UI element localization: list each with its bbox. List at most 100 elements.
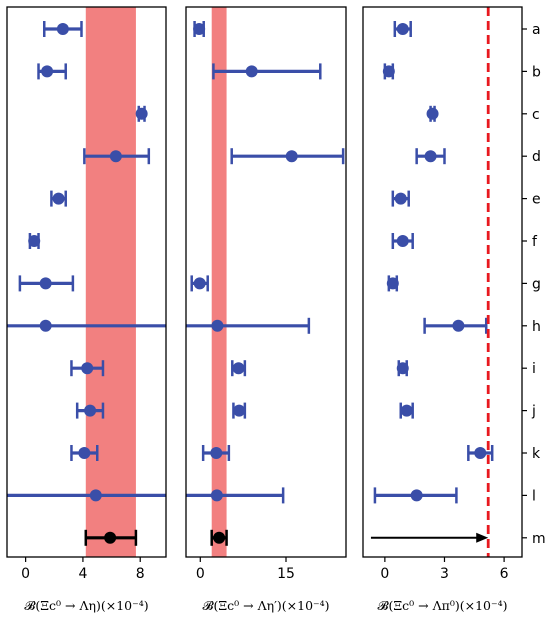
row-label-g: g — [532, 276, 541, 292]
point-marker — [396, 235, 409, 247]
combined-band — [85, 7, 136, 557]
point-marker — [213, 531, 226, 544]
x-tick-label: 8 — [136, 566, 145, 582]
panel-2: 0 15 𝓑(Ξc⁰ → Λη′)(×10⁻⁴) — [185, 6, 347, 613]
point-marker — [104, 531, 117, 544]
point-marker — [56, 23, 69, 35]
row-label-b: b — [532, 64, 541, 80]
point-marker — [39, 277, 52, 290]
point-c — [426, 105, 439, 122]
x-tick-label: 3 — [440, 566, 449, 582]
point-e — [50, 190, 67, 207]
row-label-c: c — [532, 107, 540, 123]
point-marker — [474, 447, 487, 459]
row-label-l: l — [532, 488, 536, 504]
x-tick-label: 0 — [21, 566, 30, 582]
point-g — [18, 275, 75, 292]
point-m — [84, 529, 138, 546]
point-marker — [400, 404, 413, 417]
point-d — [230, 148, 345, 165]
point-marker — [210, 489, 223, 502]
point-i — [396, 360, 409, 377]
plot-area — [363, 7, 522, 557]
row-label-m: m — [532, 531, 546, 547]
panel-3: 0 3 6 𝓑(Ξc⁰ → Λπ⁰)(×10⁻⁴) — [362, 6, 523, 613]
point-d — [415, 148, 446, 165]
plot-area — [186, 7, 346, 557]
point-marker — [245, 65, 258, 78]
point-f — [28, 233, 41, 249]
point-c — [135, 105, 148, 122]
point-b — [212, 63, 322, 80]
point-k — [467, 445, 494, 461]
point-f — [391, 233, 414, 249]
point-i — [231, 360, 247, 377]
point-marker — [233, 404, 246, 417]
point-k — [201, 445, 231, 461]
point-marker — [39, 319, 52, 332]
point-marker — [193, 277, 206, 290]
point-i — [70, 360, 105, 377]
row-label-f: f — [532, 234, 538, 250]
x-tick-label: 6 — [500, 566, 509, 582]
row-label-a: a — [532, 22, 541, 38]
point-marker — [89, 489, 102, 502]
point-j — [399, 402, 414, 419]
point-e — [391, 190, 410, 207]
point-marker — [232, 362, 245, 375]
point-marker — [452, 319, 465, 332]
x-tick-label: 0 — [380, 566, 389, 582]
point-marker — [193, 23, 206, 35]
point-l — [186, 487, 285, 504]
point-a — [393, 21, 412, 37]
upper-limit-arrow — [370, 532, 489, 543]
point-marker — [396, 23, 409, 35]
x-tick-label: 15 — [277, 566, 295, 582]
x-tick-label: 4 — [78, 566, 87, 582]
point-marker — [109, 150, 122, 163]
point-b — [37, 63, 67, 80]
point-h — [423, 317, 488, 334]
point-marker — [210, 447, 223, 459]
point-j — [75, 402, 105, 419]
point-a — [42, 21, 83, 37]
plot-frame — [362, 6, 523, 558]
point-marker — [410, 489, 423, 502]
point-j — [232, 402, 247, 419]
point-marker — [41, 65, 54, 78]
plot-frame — [6, 6, 167, 558]
point-marker — [394, 192, 407, 205]
point-marker — [424, 150, 437, 163]
point-h — [7, 319, 166, 332]
row-label-i: i — [532, 361, 536, 377]
panels: 0 4 8 𝓑(Ξc⁰ → Λη)(×10⁻⁴) 0 15 𝓑(Ξc⁰ → Λη′)(×10… — [6, 6, 523, 613]
point-marker — [382, 65, 395, 78]
x-axis-label: 𝓑(Ξc⁰ → Λη′)(×10⁻⁴) — [202, 598, 329, 613]
point-b — [382, 63, 395, 80]
point-marker — [84, 404, 97, 417]
point-marker — [211, 319, 224, 332]
plot-frame — [185, 6, 347, 558]
point-m — [210, 529, 228, 546]
point-l — [7, 489, 166, 502]
point-marker — [135, 107, 148, 120]
point-d — [83, 148, 151, 165]
point-marker — [285, 150, 298, 163]
point-h — [186, 317, 311, 334]
panel-1: 0 4 8 𝓑(Ξc⁰ → Λη)(×10⁻⁴) — [6, 6, 167, 613]
row-labels: a b c d e f g h i j k l m — [522, 22, 546, 547]
point-l — [373, 487, 458, 504]
point-g — [386, 275, 399, 292]
point-marker — [426, 107, 439, 120]
point-marker — [81, 362, 94, 375]
point-marker — [396, 362, 409, 375]
point-k — [70, 445, 99, 461]
combined-band — [211, 7, 227, 557]
x-tick-label: 0 — [196, 566, 205, 582]
row-label-j: j — [531, 404, 536, 420]
point-a — [193, 21, 206, 37]
x-axis-label: 𝓑(Ξc⁰ → Λη)(×10⁻⁴) — [24, 598, 148, 613]
row-label-e: e — [532, 192, 541, 208]
row-label-k: k — [532, 446, 541, 462]
